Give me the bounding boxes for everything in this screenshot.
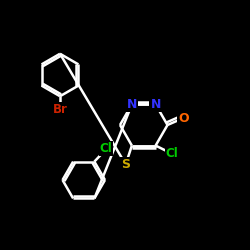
- Text: S: S: [121, 158, 130, 171]
- Text: N: N: [150, 98, 161, 111]
- Text: Cl: Cl: [166, 147, 178, 160]
- Text: O: O: [178, 112, 188, 124]
- Text: N: N: [127, 98, 137, 111]
- Text: Br: Br: [52, 103, 68, 116]
- Text: Cl: Cl: [100, 142, 112, 155]
